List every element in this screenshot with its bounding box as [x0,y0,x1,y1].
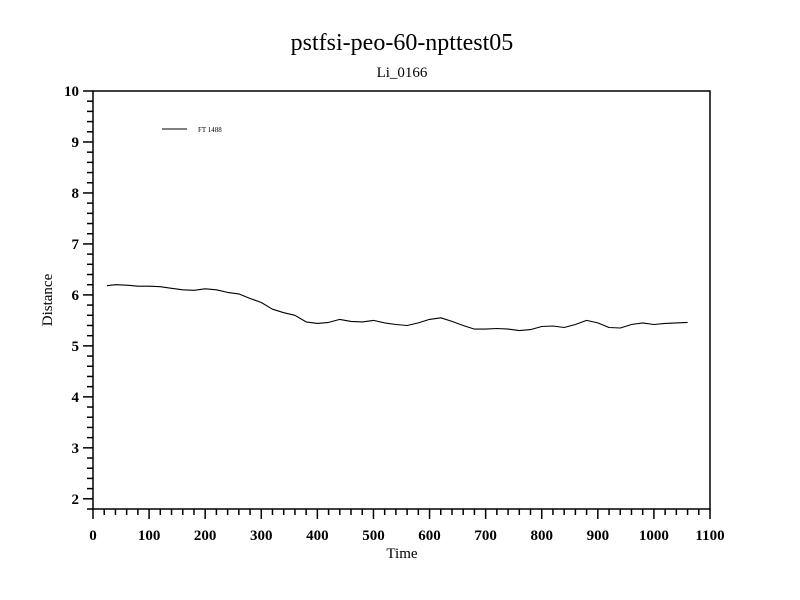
x-tick-label: 1000 [639,528,669,544]
y-tick-label: 3 [72,441,80,457]
series-layer [106,284,688,332]
x-tick-label: 800 [530,528,553,544]
chart-subtitle: Li_0166 [377,65,428,81]
x-tick-label: 0 [89,528,97,544]
x-tick-label: 200 [194,528,217,544]
x-tick-label: 500 [362,528,385,544]
y-tick-label: 9 [72,135,80,151]
x-tick-label: 900 [587,528,610,544]
y-tick-label: 5 [72,339,80,355]
y-tick-label: 7 [72,237,80,253]
y-axis-label: Distance [40,273,56,326]
y-tick-label: 2 [72,492,80,508]
chart-title: pstfsi-peo-60-npttest05 [291,30,514,56]
y-tick-label: 4 [72,390,80,406]
y-tick-label: 8 [72,186,80,202]
y-tick-label: 10 [64,84,79,100]
x-tick-label: 700 [474,528,497,544]
x-tick-label: 600 [418,528,441,544]
x-tick-label: 100 [138,528,161,544]
series-line [106,284,688,332]
y-tick-label: 6 [72,288,80,304]
x-tick-label: 300 [250,528,273,544]
x-axis-label: Time [386,546,417,562]
legend-label: FT 1488 [198,126,222,134]
ticks-layer: 0 100 200 300 400 500 600 700 800 900 1000 1100 2 3 4 5… [64,84,725,544]
x-tick-label: 1100 [695,528,724,544]
x-tick-label: 400 [306,528,329,544]
plot-frame [92,90,711,510]
